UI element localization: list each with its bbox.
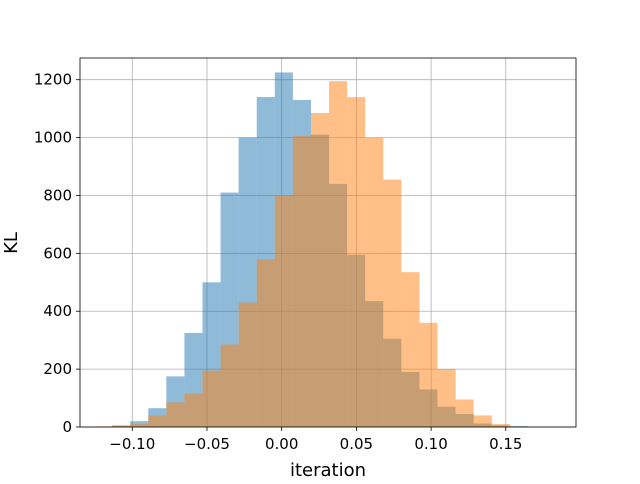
histogram-bar xyxy=(347,97,366,427)
histogram-bar xyxy=(112,425,131,427)
histogram-bar xyxy=(455,399,474,427)
histogram-bar xyxy=(401,272,420,427)
x-tick-label: 0.05 xyxy=(340,435,373,453)
histogram-bar xyxy=(292,136,311,427)
histogram-bar xyxy=(419,322,438,427)
bars-layer xyxy=(94,72,528,428)
y-tick-label: 400 xyxy=(43,302,72,320)
y-tick-label: 200 xyxy=(43,360,72,378)
histogram-bar xyxy=(202,370,221,427)
histogram-bar xyxy=(256,259,275,427)
histogram-bar xyxy=(184,393,203,427)
y-axis-label: KL xyxy=(1,232,22,254)
series-1-bars xyxy=(94,81,528,428)
axes-layer xyxy=(79,57,577,428)
histogram-bar xyxy=(130,424,149,427)
x-tick-label: 0.15 xyxy=(489,435,522,453)
histogram-bar xyxy=(437,369,456,427)
y-tick-label: 600 xyxy=(43,244,72,262)
histogram-bar xyxy=(166,402,185,427)
plot-frame xyxy=(79,57,577,428)
histogram-bar xyxy=(473,415,492,427)
y-tick-label: 0 xyxy=(62,418,72,436)
histogram-bar xyxy=(491,424,510,427)
y-tick-label: 800 xyxy=(43,186,72,204)
y-tick-label: 1000 xyxy=(34,129,72,147)
x-tick-label: 0.10 xyxy=(414,435,447,453)
histogram-bar xyxy=(274,195,293,427)
x-tick-label: 0.00 xyxy=(265,435,298,453)
x-axis-label: iteration xyxy=(290,460,366,480)
histogram-bar xyxy=(220,344,239,427)
histogram-bar xyxy=(365,137,384,427)
x-tick-label: −0.10 xyxy=(109,435,155,453)
y-tick-label: 1200 xyxy=(34,71,72,89)
histogram-bar xyxy=(383,179,402,427)
histogram-bar xyxy=(310,112,330,428)
ticks-layer: −0.10 −0.05 0.00 0.05 0.10 0.15 0 200 400 600 800 1… xyxy=(34,71,523,453)
histogram-bar xyxy=(148,415,167,427)
x-tick-label: −0.05 xyxy=(184,435,230,453)
histogram-bar xyxy=(238,302,257,427)
histogram-bar xyxy=(329,81,348,427)
